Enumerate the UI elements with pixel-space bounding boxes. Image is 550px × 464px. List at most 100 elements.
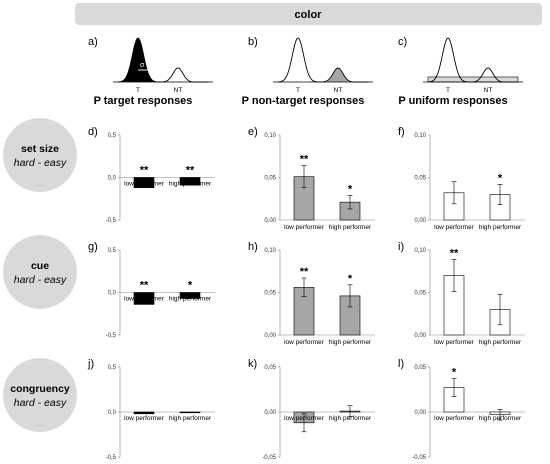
distribution-panel-1: a) σ T NTP target responses bbox=[88, 36, 213, 107]
category-label: low performer bbox=[434, 415, 475, 422]
y-tick-label: 0,10 bbox=[264, 133, 276, 139]
significance-stars: * bbox=[188, 280, 193, 292]
row-label-sub: hard - easy bbox=[14, 157, 67, 169]
category-label: low performer bbox=[434, 224, 475, 231]
category-label: high performer bbox=[479, 415, 522, 422]
panel-letter: k) bbox=[248, 358, 257, 370]
y-tick-label: 0,05 bbox=[264, 365, 276, 371]
nontarget-tick-label: NT bbox=[334, 87, 343, 94]
y-tick-label: -0,5 bbox=[106, 333, 117, 339]
row-labels: set size hard - easy cue hard - easy congrue… bbox=[3, 118, 77, 432]
header-title: color bbox=[295, 9, 323, 21]
header-bar bbox=[75, 3, 542, 25]
y-tick-label: 0,05 bbox=[414, 176, 426, 182]
sigma-label: σ bbox=[140, 62, 145, 69]
y-tick-label: 0,0 bbox=[108, 176, 117, 182]
y-tick-label: 0,00 bbox=[264, 333, 276, 339]
y-tick-label: 0,05 bbox=[414, 365, 426, 371]
y-tick-label: 0,5 bbox=[108, 133, 117, 139]
panel-letter: e) bbox=[248, 126, 258, 138]
chart-i: i) 0,00 0,05 0,10 ** low performer high perfor… bbox=[398, 241, 525, 346]
category-label: low performer bbox=[124, 181, 165, 188]
significance-stars: ** bbox=[140, 280, 149, 292]
category-label: high performer bbox=[169, 181, 212, 188]
panel-title: P non-target responses bbox=[242, 95, 365, 107]
bar bbox=[133, 411, 155, 415]
y-tick-label: 0,05 bbox=[414, 291, 426, 297]
panel-letter: c) bbox=[398, 36, 407, 48]
significance-stars: ** bbox=[300, 266, 309, 278]
category-label: high performer bbox=[169, 415, 212, 422]
bar-charts: d)-0,50,00,5**low performer**high perfor… bbox=[87, 126, 525, 461]
chart-g: g) -0,5 0,0 0,5 ** low performer * high perform… bbox=[88, 241, 215, 339]
row-label-main: congruency bbox=[10, 383, 70, 395]
y-tick-label: 0,5 bbox=[108, 248, 117, 254]
panel-letter: h) bbox=[248, 241, 258, 253]
y-tick-label: 0,00 bbox=[414, 333, 426, 339]
panel-letter: b) bbox=[248, 36, 258, 48]
row-label-main: set size bbox=[21, 143, 59, 155]
significance-stars: * bbox=[348, 183, 353, 195]
panel-letter: f) bbox=[398, 126, 405, 138]
target-tick-label: T bbox=[136, 87, 140, 94]
panel-letter: j) bbox=[87, 358, 94, 370]
panel-letter: g) bbox=[88, 241, 98, 253]
bar bbox=[133, 292, 155, 305]
y-tick-label: -0,5 bbox=[106, 218, 117, 224]
chart-h: h) 0,00 0,05 0,10 ** low performer * high perfo… bbox=[248, 241, 375, 346]
category-label: high performer bbox=[479, 339, 522, 346]
category-label: low performer bbox=[284, 415, 325, 422]
target-tick-label: T bbox=[296, 87, 300, 94]
category-label: high performer bbox=[169, 296, 212, 303]
y-tick-label: 0,05 bbox=[264, 291, 276, 297]
chart-f: f) 0,00 0,05 0,10 low performer * high perform… bbox=[398, 126, 525, 231]
category-label: low performer bbox=[284, 339, 325, 346]
y-tick-label: 0,00 bbox=[264, 218, 276, 224]
distribution-curve bbox=[427, 37, 518, 83]
bar bbox=[179, 411, 201, 414]
bar bbox=[179, 292, 201, 299]
distribution-curve bbox=[277, 37, 368, 83]
bar bbox=[179, 177, 201, 186]
panel-title: P uniform responses bbox=[398, 95, 507, 107]
panel-title: P target responses bbox=[94, 95, 193, 107]
row-label-sub: hard - easy bbox=[14, 397, 67, 409]
target-fill bbox=[118, 38, 156, 82]
category-label: high performer bbox=[329, 224, 372, 231]
distribution-panel-2: b) T NTP non-target responses bbox=[242, 36, 373, 107]
row-circle bbox=[3, 358, 77, 432]
y-tick-label: 0,00 bbox=[264, 410, 276, 416]
y-tick-label: 0,10 bbox=[414, 248, 426, 254]
chart-e: e) 0,00 0,05 0,10 ** low performer * high perfo… bbox=[248, 126, 375, 231]
y-tick-label: 0,00 bbox=[414, 218, 426, 224]
row-circle bbox=[3, 118, 77, 192]
category-label: high performer bbox=[329, 339, 372, 346]
y-tick-label: -0,05 bbox=[262, 455, 276, 461]
y-tick-label: 0,5 bbox=[108, 365, 117, 371]
panel-letter: i) bbox=[398, 241, 404, 253]
row-label-sub: hard - easy bbox=[14, 274, 67, 286]
target-tick-label: T bbox=[446, 87, 450, 94]
row-circle bbox=[3, 235, 77, 309]
y-tick-label: -0,5 bbox=[106, 455, 117, 461]
nontarget-tick-label: NT bbox=[174, 87, 183, 94]
row-label-main: cue bbox=[31, 260, 49, 272]
significance-stars: ** bbox=[186, 165, 195, 177]
y-tick-label: 0,10 bbox=[264, 248, 276, 254]
significance-stars: * bbox=[498, 172, 503, 184]
category-label: low performer bbox=[434, 339, 475, 346]
uniform-band bbox=[427, 76, 519, 83]
category-label: high performer bbox=[329, 415, 372, 422]
significance-stars: * bbox=[348, 273, 353, 285]
bar bbox=[133, 177, 155, 188]
panel-letter: a) bbox=[88, 36, 98, 48]
category-label: high performer bbox=[479, 224, 522, 231]
panel-letter: d) bbox=[88, 126, 98, 138]
nontarget-fill bbox=[328, 68, 348, 82]
y-tick-label: -0,05 bbox=[412, 455, 426, 461]
significance-stars: * bbox=[452, 367, 457, 379]
y-tick-label: 0,05 bbox=[264, 176, 276, 182]
category-label: low performer bbox=[284, 224, 325, 231]
